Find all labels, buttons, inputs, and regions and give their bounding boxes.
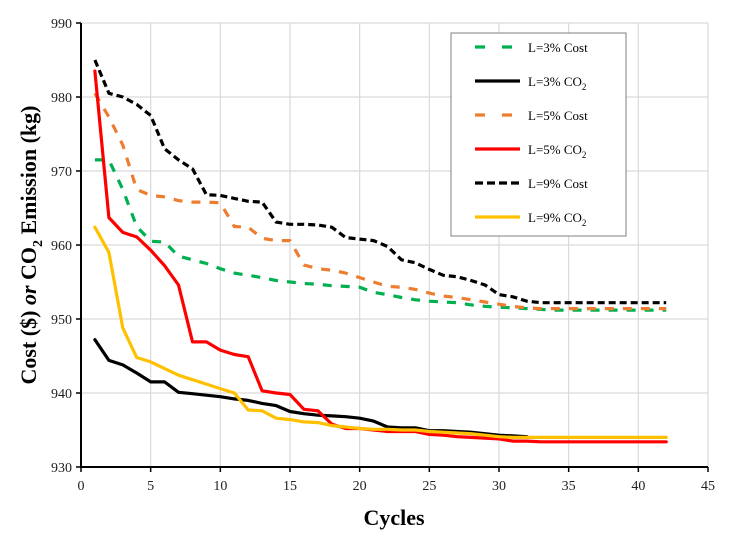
y-axis-title-part-5: Emission (kg) — [16, 106, 41, 240]
legend-label-main: L=5% CO — [528, 142, 582, 157]
legend-label-6: L=9% CO2 — [528, 210, 586, 228]
legend-label-5: L=9% Cost — [528, 176, 588, 191]
y-axis-title-part-1: Cost ($) — [16, 305, 41, 384]
x-tick-label: 25 — [422, 479, 436, 494]
y-axis-title-subscript: 2 — [31, 240, 46, 247]
axes — [76, 22, 709, 472]
x-tick-label: 35 — [562, 479, 576, 494]
x-tick-labels: 0 5 10 15 20 25 30 35 40 45 — [78, 479, 716, 494]
legend-label-main: L=3% CO — [528, 74, 582, 89]
legend-label-subscript: 2 — [582, 218, 587, 228]
legend-label-main: L=3% Cost — [528, 40, 588, 55]
y-tick-label: 990 — [51, 17, 72, 32]
series-lines — [93, 59, 668, 444]
y-tick-labels: 930 940 950 960 970 980 990 — [51, 17, 72, 476]
series-line-3 — [93, 92, 667, 311]
legend-label-4: L=5% CO2 — [528, 142, 586, 160]
y-tick-label: 930 — [51, 461, 72, 476]
y-tick-label: 940 — [51, 387, 72, 402]
x-tick-label: 40 — [631, 479, 645, 494]
x-tick-label: 5 — [147, 479, 154, 494]
legend-label-subscript: 2 — [582, 150, 587, 160]
y-tick-label: 960 — [51, 239, 72, 254]
series-line-5 — [93, 59, 667, 305]
y-tick-label: 970 — [51, 165, 72, 180]
legend-label-main: L=9% CO — [528, 210, 582, 225]
legend-label-subscript: 2 — [582, 82, 587, 92]
x-tick-label: 30 — [492, 479, 506, 494]
y-axis-title-italic: or — [16, 285, 41, 305]
y-tick-label: 980 — [51, 91, 72, 106]
x-tick-label: 45 — [701, 479, 715, 494]
x-tick-label: 0 — [78, 479, 85, 494]
legend-label-3: L=5% Cost — [528, 108, 588, 123]
y-axis-title-part-3: CO — [16, 247, 41, 286]
series-line-1 — [94, 158, 667, 312]
legend-label-1: L=3% Cost — [528, 40, 588, 55]
legend-label-2: L=3% CO2 — [528, 74, 586, 92]
x-tick-label: 15 — [283, 479, 297, 494]
y-tick-label: 950 — [51, 313, 72, 328]
x-axis-title: Cycles — [363, 505, 425, 530]
x-tick-label: 10 — [213, 479, 227, 494]
legend-label-main: L=5% Cost — [528, 108, 588, 123]
y-axis-title: Cost ($) or CO2 Emission (kg) — [16, 106, 46, 385]
x-tick-label: 20 — [353, 479, 367, 494]
legend-box — [450, 32, 627, 237]
legend-label-main: L=9% Cost — [528, 176, 588, 191]
series-line-6 — [93, 225, 668, 439]
